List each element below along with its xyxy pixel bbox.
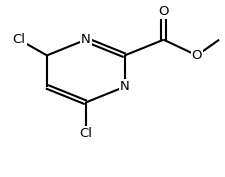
Text: N: N [120,80,130,93]
Text: O: O [158,5,169,18]
Text: Cl: Cl [79,127,92,140]
Text: Cl: Cl [13,33,26,46]
Text: N: N [81,33,91,46]
Text: O: O [192,49,202,62]
